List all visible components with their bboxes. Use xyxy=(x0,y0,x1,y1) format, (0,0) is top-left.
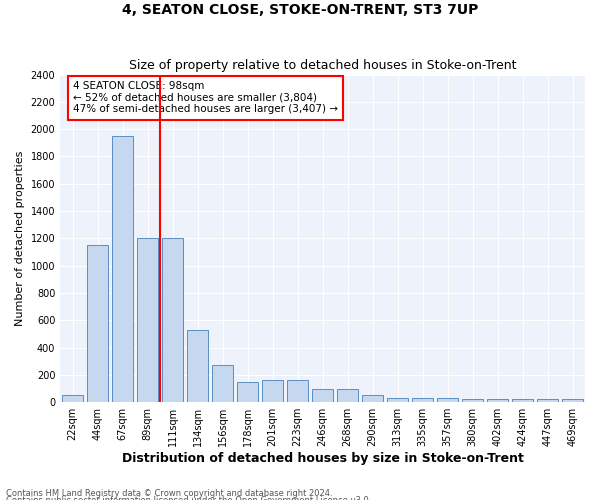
Bar xyxy=(337,388,358,402)
Text: 4, SEATON CLOSE, STOKE-ON-TRENT, ST3 7UP: 4, SEATON CLOSE, STOKE-ON-TRENT, ST3 7UP xyxy=(122,2,478,16)
Text: Contains public sector information licensed under the Open Government Licence v3: Contains public sector information licen… xyxy=(6,496,371,500)
Bar xyxy=(537,400,558,402)
Title: Size of property relative to detached houses in Stoke-on-Trent: Size of property relative to detached ho… xyxy=(129,59,517,72)
Bar xyxy=(87,245,108,402)
Text: Contains HM Land Registry data © Crown copyright and database right 2024.: Contains HM Land Registry data © Crown c… xyxy=(6,488,332,498)
Bar xyxy=(487,400,508,402)
Bar xyxy=(312,388,333,402)
Text: 4 SEATON CLOSE: 98sqm
← 52% of detached houses are smaller (3,804)
47% of semi-d: 4 SEATON CLOSE: 98sqm ← 52% of detached … xyxy=(73,81,338,114)
Bar xyxy=(362,396,383,402)
Bar xyxy=(187,330,208,402)
Y-axis label: Number of detached properties: Number of detached properties xyxy=(15,150,25,326)
X-axis label: Distribution of detached houses by size in Stoke-on-Trent: Distribution of detached houses by size … xyxy=(122,452,524,465)
Bar xyxy=(287,380,308,402)
Bar xyxy=(412,398,433,402)
Bar xyxy=(512,400,533,402)
Bar xyxy=(262,380,283,402)
Bar xyxy=(437,398,458,402)
Bar xyxy=(462,400,483,402)
Bar xyxy=(137,238,158,402)
Bar xyxy=(62,396,83,402)
Bar xyxy=(387,398,408,402)
Bar xyxy=(237,382,258,402)
Bar xyxy=(112,136,133,402)
Bar xyxy=(162,238,183,402)
Bar xyxy=(212,366,233,402)
Bar xyxy=(562,400,583,402)
